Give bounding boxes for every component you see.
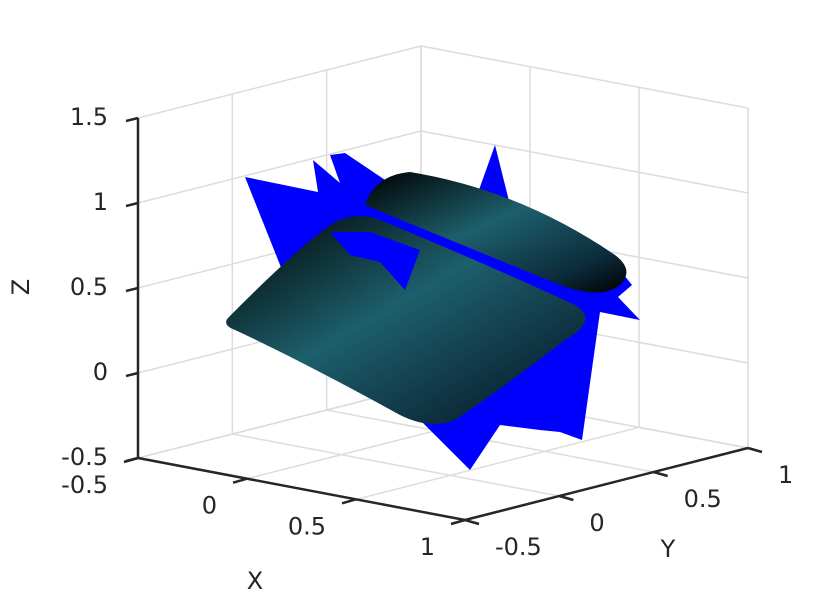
z-tick-label: 0 [93,358,108,386]
y-tick-label: 0.5 [684,485,722,513]
x-axis [137,456,466,522]
grid-line [355,426,640,501]
x-tick [341,498,357,505]
grid-line [326,409,654,473]
x-tick-label: 0 [202,492,217,520]
y-tick [464,518,480,526]
grid-line [420,130,749,194]
grid-line [137,45,422,119]
y-tick-label: 1 [778,461,793,489]
z-tick-label: 1 [93,188,108,216]
surfaces [226,145,640,470]
x-tick [450,518,466,526]
grid-line [137,130,422,204]
y-tick-label: 0 [589,509,604,537]
grid-line [232,433,560,497]
x-tick [232,477,248,484]
z-tick-label: -0.5 [61,443,108,471]
x-tick [123,456,139,464]
x-tick-label: 0.5 [288,512,326,540]
x-axis-label: X [247,567,263,595]
x-tick-label: -0.5 [61,471,108,499]
y-tick [558,494,574,502]
y-axis [464,446,749,522]
axes: -0.5 0 0.5 1 1.5 -0.5 0 0.5 1 -0.5 0 0.5 1 [61,103,793,561]
x-tick-label: 1 [420,533,435,561]
z-tick [125,116,139,123]
y-tick-label: -0.5 [495,533,542,561]
front-surface [226,216,586,424]
y-tick [747,446,763,454]
z-tick [125,371,139,378]
back-surface [365,172,627,293]
y-tick [653,470,669,478]
blue-surface-front [330,232,420,290]
z-tick-label: 0.5 [70,273,108,301]
grid-line [420,45,749,109]
z-tick-label: 1.5 [70,103,108,131]
z-axis-label: Z [7,279,35,295]
z-tick [125,286,139,293]
z-tick [125,201,139,208]
y-axis-label: Y [660,535,676,563]
